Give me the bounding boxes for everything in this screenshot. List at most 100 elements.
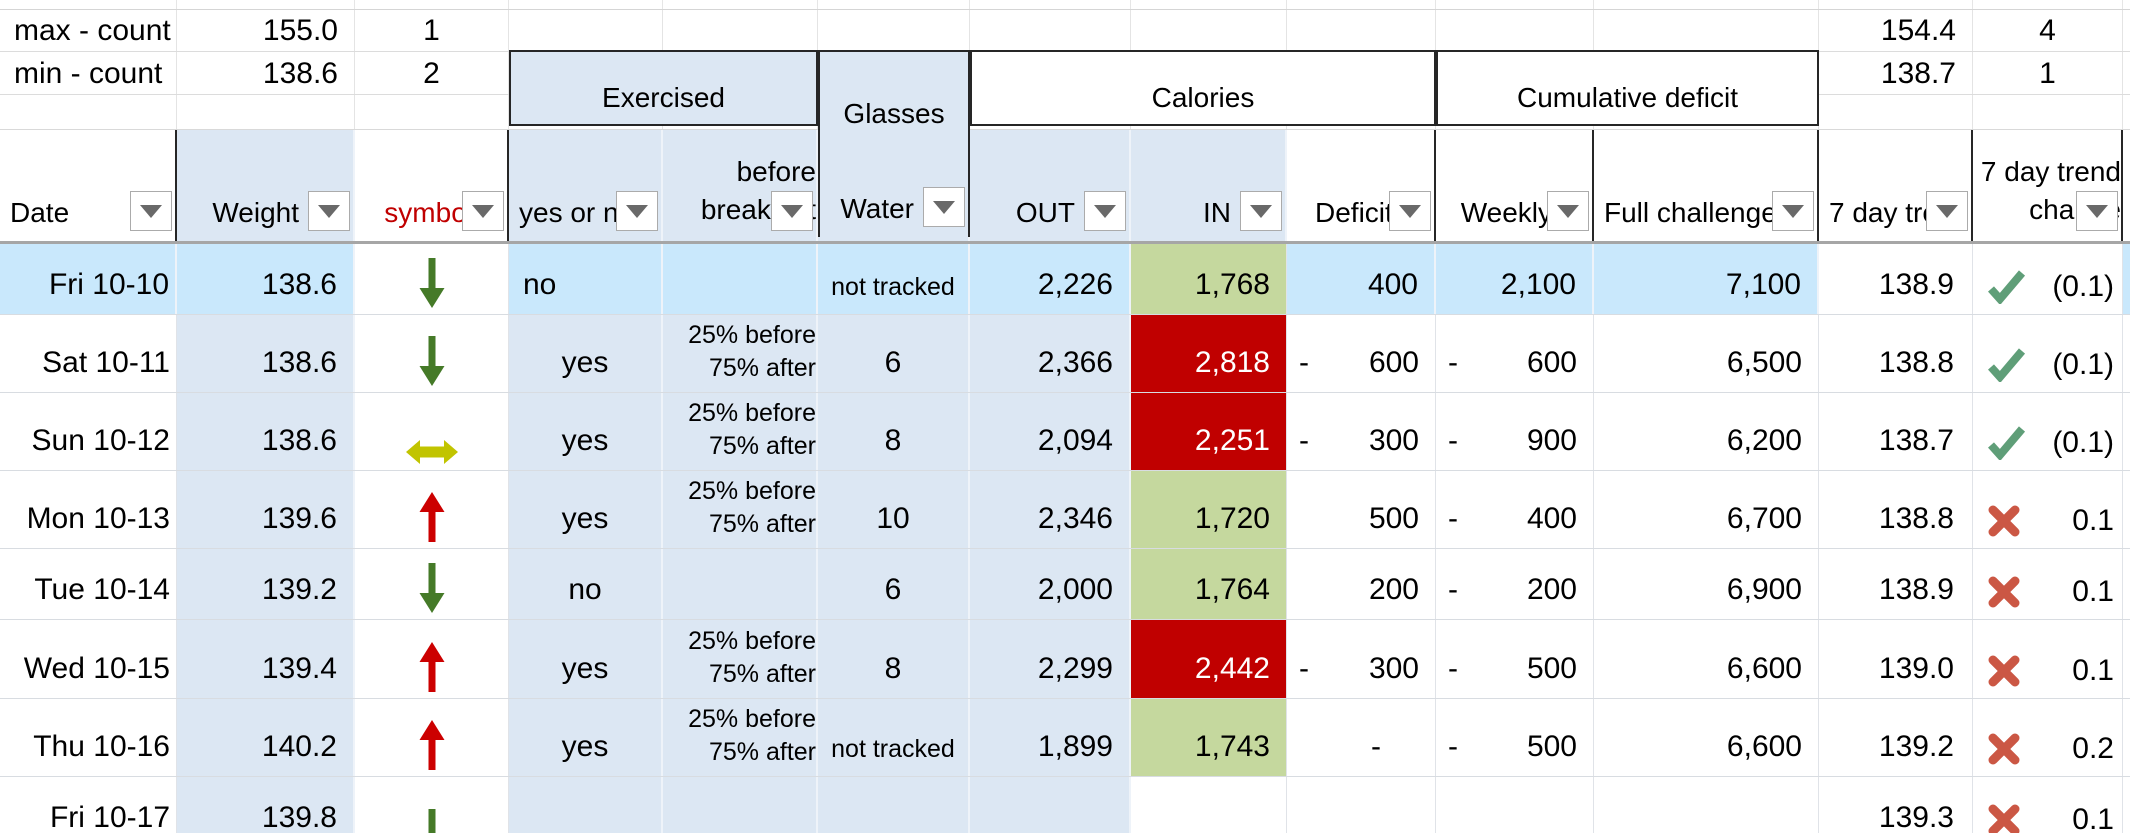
- filter-dropdown-button[interactable]: [308, 191, 350, 231]
- trend-max-cell[interactable]: 154.4: [1819, 10, 1973, 51]
- calories-out-cell[interactable]: 2,299: [970, 620, 1131, 698]
- calories-in-cell[interactable]: 2,818: [1131, 315, 1287, 392]
- date-cell[interactable]: Tue 10-14: [0, 549, 177, 619]
- water-cell[interactable]: 8: [818, 393, 970, 470]
- water-cell[interactable]: 10: [818, 471, 970, 548]
- weight-cell[interactable]: 140.2: [177, 699, 355, 776]
- before-breakfast-cell[interactable]: [663, 549, 818, 619]
- symbol-cell[interactable]: [355, 777, 509, 833]
- column-header-weekly[interactable]: Weekly: [1436, 130, 1594, 241]
- cell[interactable]: [2123, 777, 2130, 833]
- deficit-cell[interactable]: -: [1287, 699, 1436, 776]
- weight-cell[interactable]: 139.8: [177, 777, 355, 833]
- weekly-deficit-cell[interactable]: -900: [1436, 393, 1594, 470]
- cell[interactable]: [2123, 0, 2130, 9]
- deficit-cell[interactable]: 400: [1287, 244, 1436, 314]
- symbol-cell[interactable]: [355, 620, 509, 698]
- trend-cell[interactable]: 138.9: [1819, 244, 1973, 314]
- symbol-cell[interactable]: [355, 699, 509, 776]
- cell[interactable]: [1287, 0, 1436, 9]
- trend-cell[interactable]: 138.8: [1819, 471, 1973, 548]
- filter-dropdown-button[interactable]: [616, 191, 658, 231]
- max-count-cell[interactable]: 1: [355, 10, 509, 51]
- trend-change-cell[interactable]: 0.1: [1973, 777, 2123, 833]
- cell[interactable]: [2123, 549, 2130, 619]
- symbol-cell[interactable]: [355, 549, 509, 619]
- cell[interactable]: [177, 95, 355, 129]
- trend-change-cell[interactable]: (0.1): [1973, 393, 2123, 470]
- symbol-cell[interactable]: [355, 315, 509, 392]
- exercised-cell[interactable]: yes: [509, 315, 663, 392]
- date-cell[interactable]: Fri 10-17: [0, 777, 177, 833]
- exercised-cell[interactable]: [509, 777, 663, 833]
- trend-change-cell[interactable]: (0.1): [1973, 244, 2123, 314]
- trend-min-count-cell[interactable]: 1: [1973, 52, 2123, 94]
- cell[interactable]: [818, 0, 970, 9]
- filter-dropdown-button[interactable]: [923, 187, 965, 227]
- filter-dropdown-button[interactable]: [1926, 191, 1968, 231]
- calories-in-cell[interactable]: 2,251: [1131, 393, 1287, 470]
- column-header-7-day-trend[interactable]: 7 day trend: [1819, 130, 1973, 241]
- date-cell[interactable]: Thu 10-16: [0, 699, 177, 776]
- deficit-cell[interactable]: -600: [1287, 315, 1436, 392]
- water-cell[interactable]: 6: [818, 315, 970, 392]
- water-cell[interactable]: 8: [818, 620, 970, 698]
- cell[interactable]: [2123, 699, 2130, 776]
- before-breakfast-cell[interactable]: 25% before 75% after: [663, 393, 818, 470]
- column-header-before-breakfast[interactable]: before breakfast: [663, 130, 818, 241]
- trend-cell[interactable]: 139.2: [1819, 699, 1973, 776]
- group-header-exercised[interactable]: Exercised: [509, 50, 818, 126]
- trend-change-cell[interactable]: 0.1: [1973, 620, 2123, 698]
- cell[interactable]: [0, 0, 177, 9]
- filter-dropdown-button[interactable]: [1240, 191, 1282, 231]
- cell[interactable]: [2123, 244, 2130, 314]
- cell[interactable]: [1436, 0, 1594, 9]
- filter-dropdown-button[interactable]: [1547, 191, 1589, 231]
- symbol-cell[interactable]: [355, 471, 509, 548]
- date-cell[interactable]: Sun 10-12: [0, 393, 177, 470]
- cell[interactable]: [1594, 0, 1819, 9]
- cell[interactable]: [355, 0, 509, 9]
- cell[interactable]: [663, 0, 818, 9]
- cell[interactable]: [2123, 10, 2130, 51]
- calories-in-cell[interactable]: [1131, 777, 1287, 833]
- trend-cell[interactable]: 139.3: [1819, 777, 1973, 833]
- weekly-deficit-cell[interactable]: -500: [1436, 699, 1594, 776]
- cell[interactable]: [177, 0, 355, 9]
- calories-out-cell[interactable]: [970, 777, 1131, 833]
- exercised-cell[interactable]: yes: [509, 620, 663, 698]
- cell[interactable]: [2123, 620, 2130, 698]
- weekly-deficit-cell[interactable]: -500: [1436, 620, 1594, 698]
- exercised-cell[interactable]: yes: [509, 471, 663, 548]
- cell[interactable]: [2123, 95, 2130, 129]
- cell[interactable]: [2123, 471, 2130, 548]
- cell[interactable]: [0, 95, 177, 129]
- cell[interactable]: [970, 10, 1131, 51]
- before-breakfast-cell[interactable]: 25% before 75% after: [663, 620, 818, 698]
- column-header-in[interactable]: IN: [1131, 130, 1287, 241]
- cell[interactable]: [1819, 0, 1973, 9]
- weight-cell[interactable]: 138.6: [177, 315, 355, 392]
- date-cell[interactable]: Wed 10-15: [0, 620, 177, 698]
- calories-in-cell[interactable]: 2,442: [1131, 620, 1287, 698]
- trend-change-cell[interactable]: 0.2: [1973, 699, 2123, 776]
- cell[interactable]: [2123, 315, 2130, 392]
- symbol-cell[interactable]: [355, 244, 509, 314]
- before-breakfast-cell[interactable]: 25% before 75% after: [663, 471, 818, 548]
- calories-in-cell[interactable]: 1,743: [1131, 699, 1287, 776]
- before-breakfast-cell[interactable]: [663, 777, 818, 833]
- water-cell[interactable]: 6: [818, 549, 970, 619]
- calories-out-cell[interactable]: 1,899: [970, 699, 1131, 776]
- trend-cell[interactable]: 139.0: [1819, 620, 1973, 698]
- before-breakfast-cell[interactable]: 25% before 75% after: [663, 315, 818, 392]
- full-challenge-cell[interactable]: 6,900: [1594, 549, 1819, 619]
- filter-dropdown-button[interactable]: [130, 191, 172, 231]
- min-count-cell[interactable]: 2: [355, 52, 509, 94]
- cell[interactable]: [1131, 0, 1287, 9]
- full-challenge-cell[interactable]: 6,600: [1594, 620, 1819, 698]
- column-header-yes-or-no[interactable]: yes or no: [509, 130, 663, 241]
- full-challenge-cell[interactable]: 6,500: [1594, 315, 1819, 392]
- weekly-deficit-cell[interactable]: [1436, 777, 1594, 833]
- calories-out-cell[interactable]: 2,226: [970, 244, 1131, 314]
- water-cell[interactable]: not tracked: [818, 244, 970, 314]
